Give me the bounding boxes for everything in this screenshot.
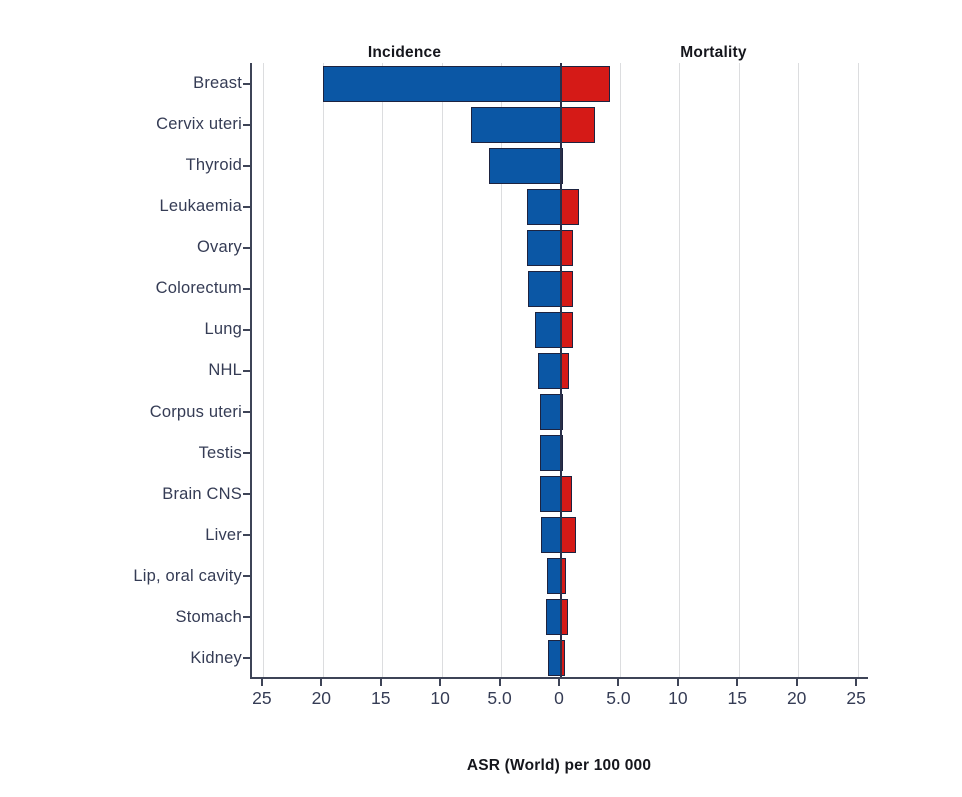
category-label-lung: Lung bbox=[204, 320, 242, 339]
category-tick-corpus-uteri bbox=[243, 411, 250, 414]
mortality-bar-lung bbox=[561, 311, 573, 348]
category-tick-stomach bbox=[243, 616, 250, 619]
incidence-bar-ovary bbox=[526, 229, 561, 266]
mortality-header: Mortality bbox=[680, 44, 747, 61]
category-tick-colorectum bbox=[243, 287, 250, 290]
gridline-25 bbox=[857, 63, 859, 677]
x-axis-tick-label-15: 15 bbox=[370, 688, 391, 708]
incidence-bar-brain-cns bbox=[539, 476, 561, 513]
x-axis-tick-label-20: 20 bbox=[311, 688, 332, 708]
category-label-kidney: Kidney bbox=[190, 648, 242, 667]
category-tick-ovary bbox=[243, 246, 250, 249]
x-axis-tick-20 bbox=[320, 679, 323, 686]
x-axis-title: ASR (World) per 100 000 bbox=[466, 757, 652, 774]
category-label-colorectum: Colorectum bbox=[155, 279, 242, 298]
category-tick-lung bbox=[243, 328, 250, 331]
category-label-cervix-uteri: Cervix uteri bbox=[156, 115, 242, 134]
mortality-bar-liver bbox=[561, 517, 577, 554]
category-tick-testis bbox=[243, 452, 250, 455]
x-axis-tick-5.0 bbox=[617, 679, 620, 686]
gridline-20 bbox=[798, 63, 800, 677]
incidence-bar-lung bbox=[534, 311, 561, 348]
x-axis-tick-label-25: 25 bbox=[846, 688, 866, 708]
gridline-5.0 bbox=[619, 63, 621, 677]
category-label-stomach: Stomach bbox=[175, 607, 242, 626]
x-axis-tick-label-0: 0 bbox=[554, 688, 564, 708]
x-axis-tick-label-10: 10 bbox=[668, 688, 688, 708]
x-axis-tick-20 bbox=[795, 679, 798, 686]
incidence-bar-colorectum bbox=[527, 270, 561, 307]
x-axis-tick-15 bbox=[379, 679, 382, 686]
x-axis-tick-label-25: 25 bbox=[252, 688, 272, 708]
category-label-brain-cns: Brain CNS bbox=[162, 484, 242, 503]
mortality-bar-cervix-uteri bbox=[561, 106, 596, 143]
category-tick-cervix-uteri bbox=[243, 123, 250, 126]
x-axis-tick-label-15: 15 bbox=[727, 688, 747, 708]
category-label-liver: Liver bbox=[205, 525, 242, 544]
gridline-25 bbox=[263, 63, 265, 677]
incidence-bar-thyroid bbox=[488, 147, 561, 184]
x-axis-tick-15 bbox=[736, 679, 739, 686]
incidence-bar-leukaemia bbox=[526, 188, 561, 225]
x-axis-tick-label-20: 20 bbox=[786, 688, 807, 708]
category-label-leukaemia: Leukaemia bbox=[159, 197, 242, 216]
category-label-nhl: NHL bbox=[208, 361, 242, 380]
mortality-bar-nhl bbox=[561, 353, 570, 389]
category-tick-lip-oral-cavity bbox=[243, 575, 250, 578]
gridline-15 bbox=[382, 63, 384, 677]
incidence-bar-stomach bbox=[545, 599, 561, 636]
category-label-ovary: Ovary bbox=[196, 238, 242, 257]
category-label-testis: Testis bbox=[198, 443, 242, 462]
mortality-bar-brain-cns bbox=[561, 476, 572, 513]
gridline-20 bbox=[322, 63, 324, 677]
category-label-breast: Breast bbox=[193, 74, 242, 92]
incidence-header: Incidence bbox=[367, 44, 442, 61]
category-label-thyroid: Thyroid bbox=[185, 156, 242, 175]
incidence-bar-testis bbox=[539, 435, 561, 472]
x-axis-tick-10 bbox=[439, 679, 442, 686]
x-axis-tick-label-10: 10 bbox=[430, 688, 450, 708]
incidence-bar-nhl bbox=[538, 353, 561, 389]
x-axis-tick-10 bbox=[676, 679, 679, 686]
category-tick-breast bbox=[243, 82, 250, 85]
gridline-10 bbox=[441, 63, 443, 677]
category-tick-kidney bbox=[243, 657, 250, 660]
incidence-bar-breast bbox=[323, 65, 561, 102]
gridline-15 bbox=[738, 63, 740, 677]
category-tick-liver bbox=[243, 534, 250, 537]
zero-axis-line bbox=[560, 63, 562, 677]
x-axis-tick-label-5.0: 5.0 bbox=[606, 688, 631, 708]
gridline-10 bbox=[679, 63, 681, 677]
incidence-bar-lip-oral-cavity bbox=[546, 558, 561, 595]
x-axis-tick-5.0 bbox=[498, 679, 501, 686]
x-axis-tick-0 bbox=[558, 679, 560, 686]
incidence-bar-liver bbox=[540, 517, 561, 554]
incidence-bar-corpus-uteri bbox=[539, 394, 561, 431]
gridline-5.0 bbox=[501, 63, 503, 677]
x-axis-tick-25 bbox=[855, 679, 858, 686]
x-axis-tick-25 bbox=[260, 679, 263, 686]
category-tick-brain-cns bbox=[243, 493, 250, 496]
mortality-bar-colorectum bbox=[561, 270, 573, 307]
mortality-bar-ovary bbox=[561, 229, 573, 266]
category-tick-nhl bbox=[243, 370, 250, 372]
mortality-bar-leukaemia bbox=[561, 188, 579, 225]
category-label-corpus-uteri: Corpus uteri bbox=[149, 402, 242, 421]
mortality-bar-stomach bbox=[561, 599, 569, 636]
category-label-lip-oral-cavity: Lip, oral cavity bbox=[133, 566, 242, 585]
x-axis-tick-label-5.0: 5.0 bbox=[487, 688, 512, 708]
category-tick-thyroid bbox=[243, 164, 250, 167]
category-tick-leukaemia bbox=[243, 205, 250, 208]
plot-area bbox=[250, 63, 868, 679]
incidence-bar-cervix-uteri bbox=[470, 106, 561, 143]
mortality-bar-breast bbox=[561, 65, 610, 102]
